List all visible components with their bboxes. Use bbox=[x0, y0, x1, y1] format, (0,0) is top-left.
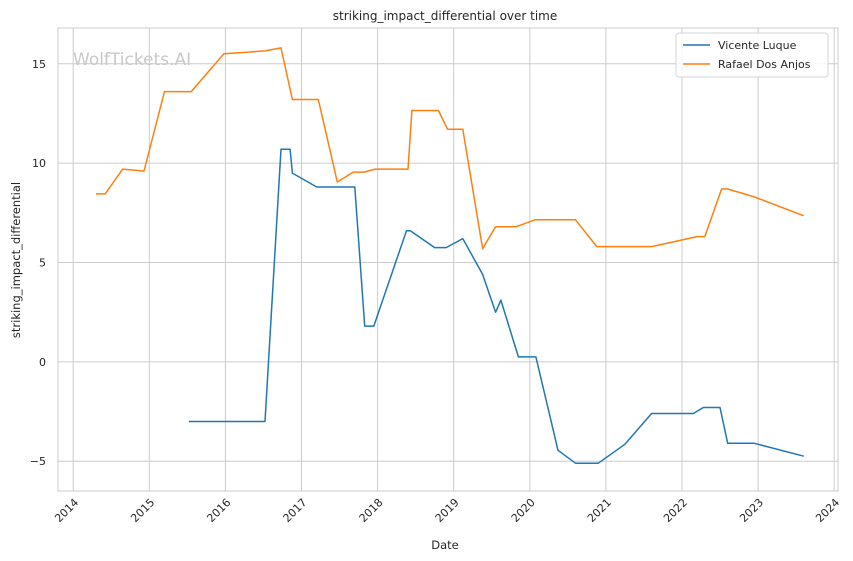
legend-label: Rafael Dos Anjos bbox=[718, 58, 811, 71]
series-layer bbox=[96, 47, 805, 464]
legend: Vicente Luque Rafael Dos Anjos bbox=[675, 32, 829, 78]
x-axis: 2014 2015 2016 2017 2018 2019 2020 2021 2022 2023… bbox=[52, 496, 842, 525]
x-axis-label: Date bbox=[431, 538, 459, 552]
y-tick-label: 10 bbox=[32, 157, 46, 170]
y-tick-label: 5 bbox=[39, 256, 46, 269]
grid bbox=[58, 28, 838, 491]
y-tick-label: 0 bbox=[39, 356, 46, 369]
plot-area-frame bbox=[57, 27, 839, 492]
watermark: WolfTickets.AI bbox=[73, 50, 191, 70]
legend-label: Vicente Luque bbox=[718, 39, 797, 52]
chart-title: striking_impact_differential over time bbox=[333, 9, 558, 23]
y-axis-label: striking_impact_differential bbox=[9, 182, 23, 338]
series-line-0 bbox=[188, 148, 804, 464]
legend-box bbox=[675, 32, 829, 78]
y-tick-label: −5 bbox=[30, 455, 46, 468]
series-line-1 bbox=[96, 47, 805, 250]
y-axis: −5 0 5 10 15 bbox=[30, 58, 46, 468]
y-tick-label: 15 bbox=[32, 58, 46, 71]
